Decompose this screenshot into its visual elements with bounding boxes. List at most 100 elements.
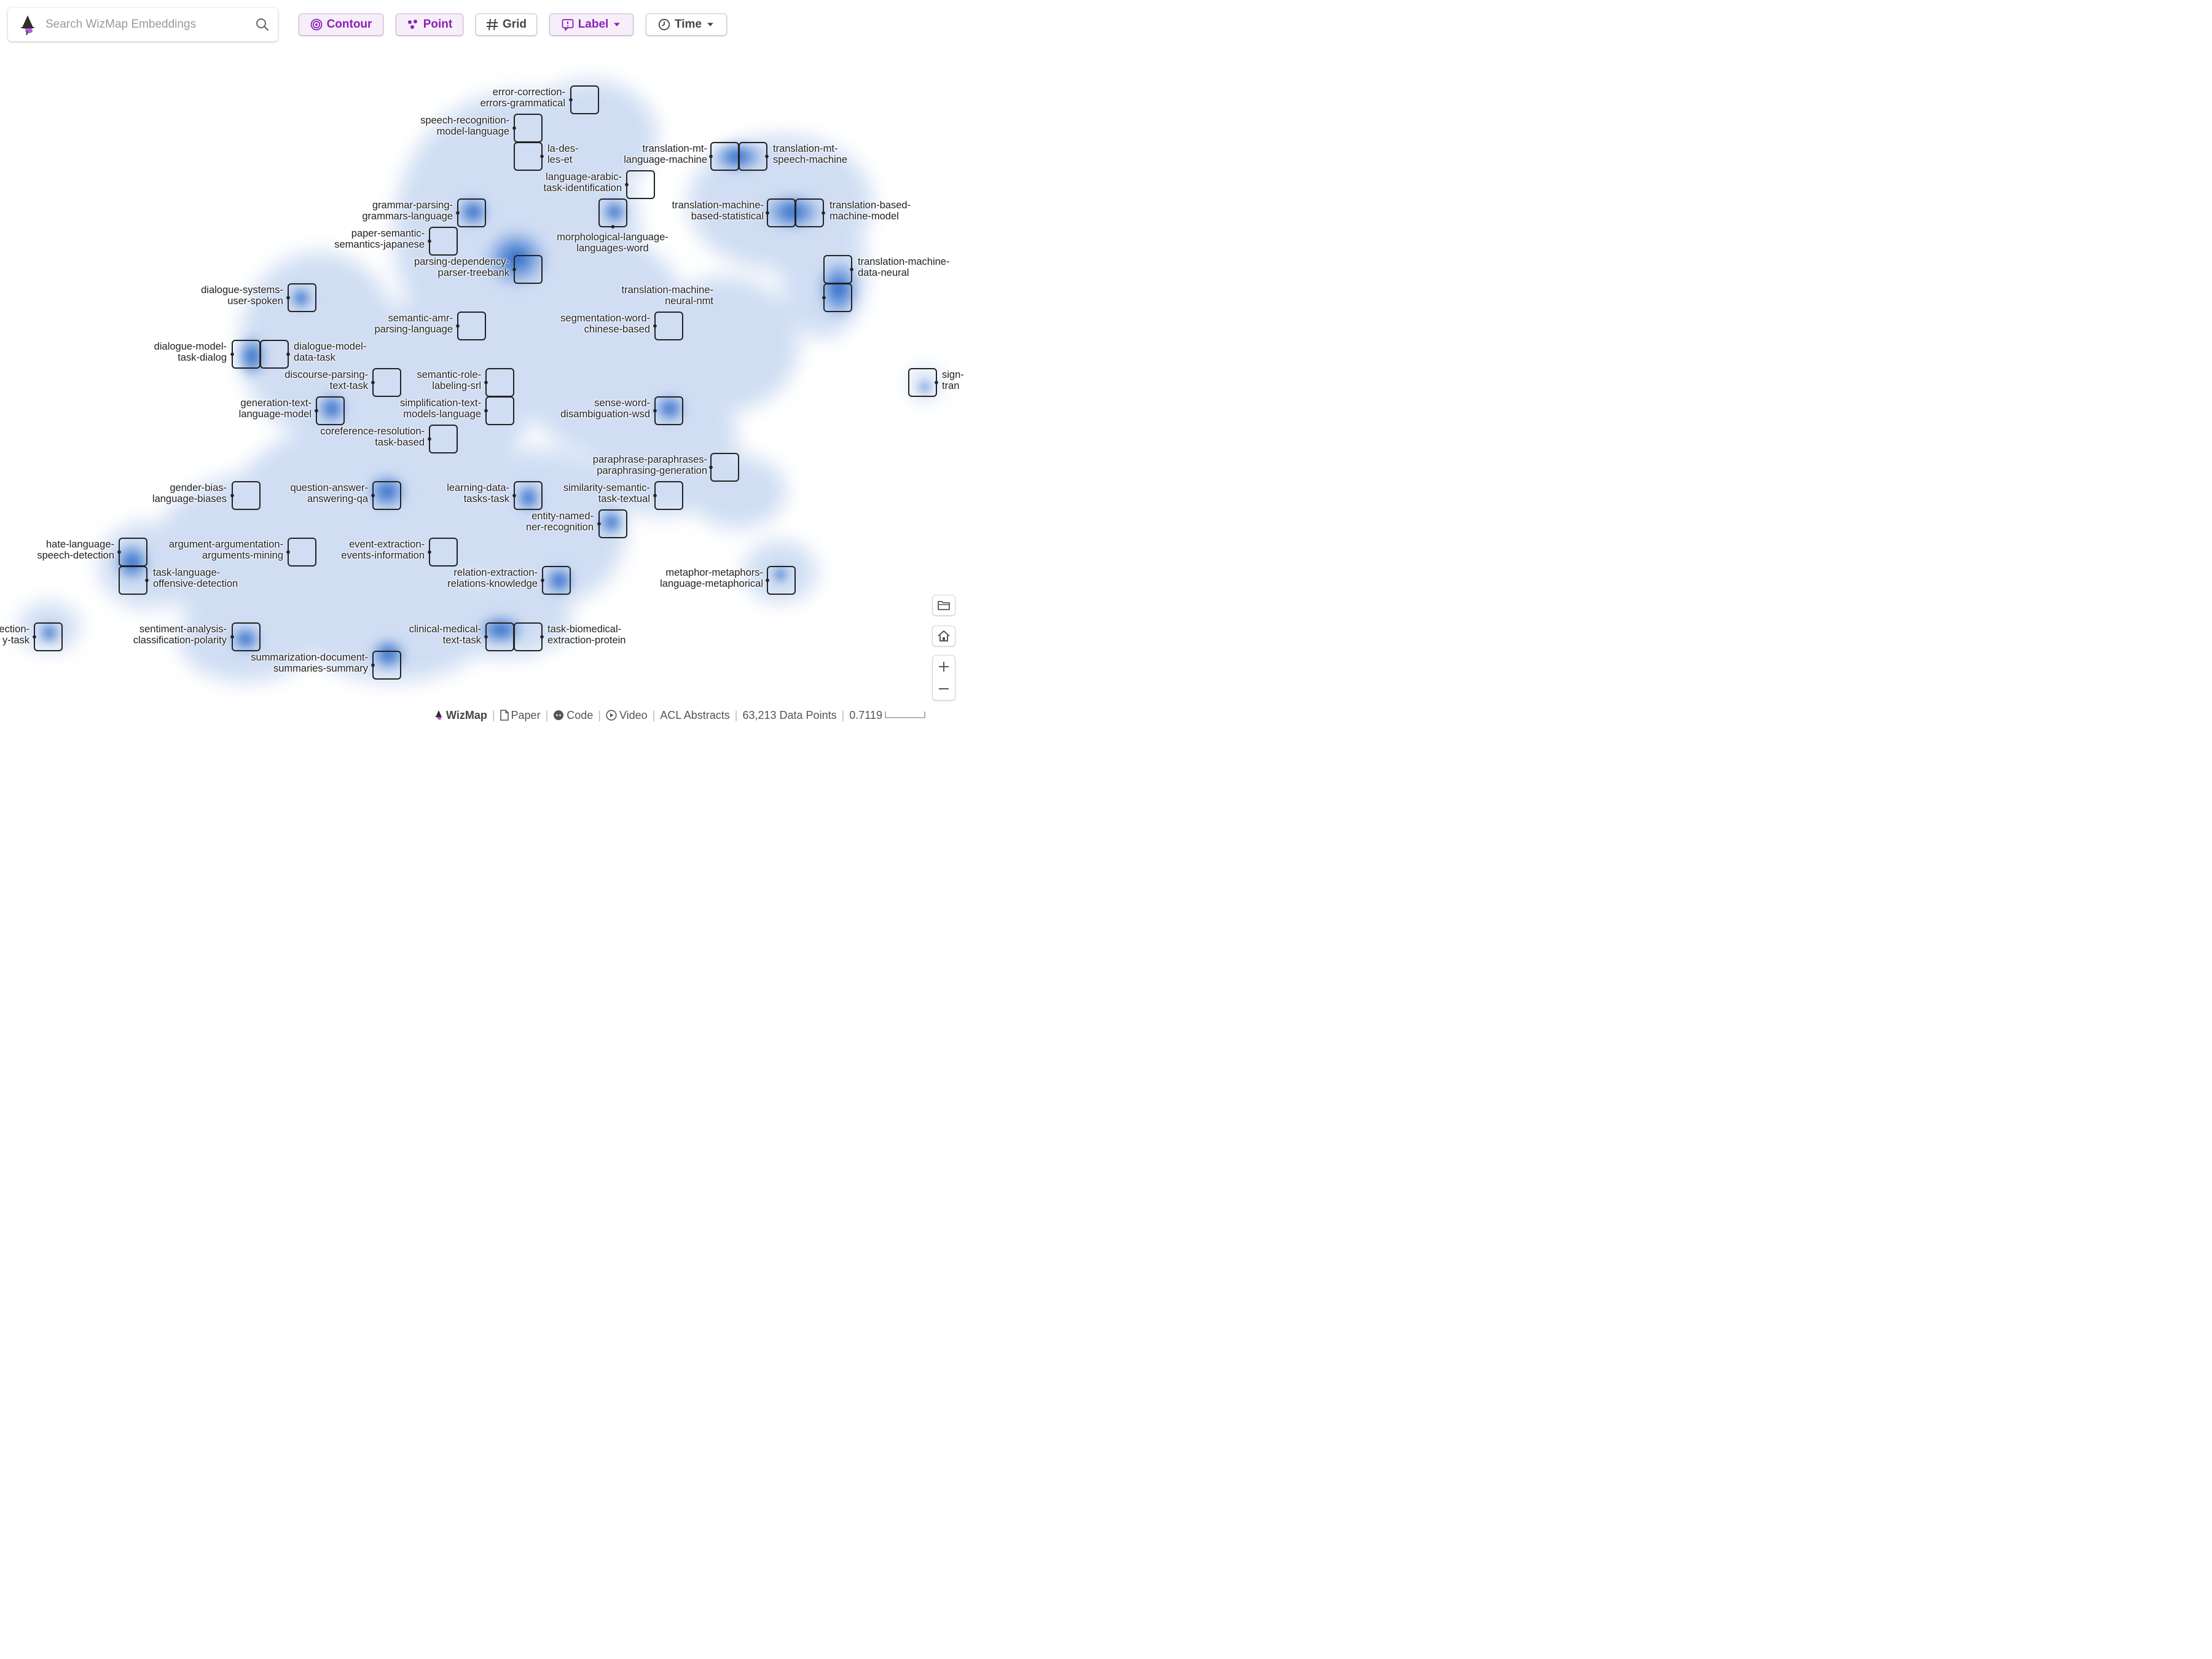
- label-anchor-dot: [230, 635, 234, 639]
- topic-label: segmentation-word-chinese-based: [560, 313, 650, 335]
- label-anchor-dot: [850, 267, 853, 272]
- label-anchor-dot: [935, 380, 938, 385]
- topic-label: argument-argumentation-arguments-mining: [168, 539, 283, 561]
- label-anchor-dot: [484, 380, 488, 385]
- grid-toggle-button[interactable]: Grid: [476, 14, 537, 36]
- point-icon: [407, 20, 417, 29]
- label-anchor-dot: [512, 126, 516, 130]
- zoom-out-button[interactable]: [933, 678, 955, 700]
- label-anchor-dot: [428, 239, 431, 243]
- label-anchor-dot: [709, 154, 713, 159]
- plus-icon: [939, 662, 949, 672]
- github-icon: [554, 710, 564, 720]
- folder-icon: [938, 601, 950, 610]
- topic-label: task-biomedical-extraction-protein: [547, 624, 626, 646]
- topic-label: metaphor-metaphors-language-metaphorical: [660, 567, 763, 589]
- topic-label: question-answer-answering-qa: [290, 482, 368, 504]
- topic-label: hate-language-speech-detection: [37, 539, 114, 561]
- data-point-count: 63,213 Data Points: [742, 708, 837, 721]
- label-anchor-dot: [766, 211, 769, 215]
- contour-icon: [310, 18, 322, 31]
- label-anchor-dot: [484, 635, 488, 639]
- topic-label: coreference-resolution-task-based: [320, 426, 425, 448]
- code-label: Code: [567, 708, 594, 721]
- topic-label: discourse-parsing-text-task: [284, 369, 368, 391]
- dataset-name: ACL Abstracts: [660, 708, 730, 721]
- separator: |: [734, 708, 738, 721]
- label-anchor-dot: [653, 493, 657, 498]
- paper-link[interactable]: Paper: [500, 709, 541, 722]
- label-anchor-dot: [33, 635, 36, 639]
- search-input[interactable]: [44, 17, 249, 32]
- label-anchor-dot: [286, 352, 290, 356]
- scale-bar: [885, 712, 925, 718]
- label-anchor-dot: [286, 550, 290, 554]
- topic-label: grammar-parsing-grammars-language: [362, 200, 453, 222]
- label-anchor-dot: [765, 154, 769, 159]
- search-bar: [8, 8, 278, 41]
- label-anchor-dot: [625, 182, 629, 187]
- chevron-down-icon: [614, 23, 621, 26]
- label-anchor-dot: [315, 409, 318, 413]
- paper-label: Paper: [511, 708, 541, 721]
- point-toggle-button[interactable]: Point: [396, 14, 463, 36]
- topic-label: relation-extraction-relations-knowledge: [447, 567, 538, 589]
- minus-icon: [939, 688, 949, 689]
- zoom-in-button[interactable]: [933, 656, 955, 678]
- play-circle-icon: [606, 710, 617, 721]
- grid-label: Grid: [502, 18, 527, 31]
- label-anchor-dot: [428, 550, 431, 554]
- grid-icon: [486, 18, 498, 31]
- topic-label: event-extraction-events-information: [341, 539, 425, 561]
- label-anchor-dot: [653, 409, 657, 413]
- code-link[interactable]: Code: [553, 709, 593, 722]
- label-anchor-dot: [540, 635, 544, 639]
- label-anchor-dot: [512, 267, 516, 272]
- topic-label: dialogue-model-data-task: [294, 341, 367, 363]
- density-hotspots: [37, 138, 932, 674]
- label-anchor-dot: [428, 437, 431, 441]
- label-anchor-dot: [611, 225, 615, 229]
- topic-label: translation-machine-neural-nmt: [621, 284, 713, 307]
- label-anchor-dot: [456, 211, 460, 215]
- separator: |: [598, 708, 601, 721]
- label-anchor-dot: [456, 324, 460, 328]
- video-label: Video: [619, 708, 648, 721]
- separator: |: [841, 708, 845, 721]
- search-icon[interactable]: [256, 18, 269, 31]
- wizmap-label: WizMap: [446, 708, 487, 721]
- topic-label: morphological-language-languages-word: [557, 232, 669, 254]
- label-anchor-dot: [371, 663, 375, 667]
- separator: |: [492, 708, 495, 721]
- label-tiles: [33, 85, 938, 680]
- topic-label: translation-machine-based-statistical: [672, 200, 764, 222]
- label-label: Label: [578, 18, 609, 31]
- embedding-map[interactable]: [0, 0, 963, 723]
- label-anchor-dot: [286, 296, 290, 300]
- topic-label: sign-tran: [942, 369, 964, 391]
- open-folder-button[interactable]: [932, 595, 955, 616]
- contour-toggle-button[interactable]: Contour: [299, 14, 383, 36]
- topic-label: entity-named-ner-recognition: [525, 511, 594, 533]
- label-anchor-dot: [597, 522, 601, 526]
- topic-label: sentiment-analysis-classification-polari…: [133, 624, 227, 646]
- label-toggle-button[interactable]: Label: [549, 14, 633, 36]
- time-toggle-button[interactable]: Time: [646, 14, 727, 36]
- label-anchor-dot: [541, 578, 544, 582]
- topic-label: gender-bias-language-biases: [152, 482, 227, 504]
- label-icon: [562, 19, 574, 31]
- label-anchor-dot: [822, 296, 826, 300]
- home-button[interactable]: [932, 626, 955, 646]
- topic-label: summarization-document-summaries-summary: [251, 652, 368, 674]
- video-link[interactable]: Video: [606, 709, 648, 722]
- topic-label: sense-word-disambiguation-wsd: [560, 398, 650, 420]
- time-label: Time: [674, 18, 702, 31]
- zoom-scale: 0.7119: [849, 708, 882, 721]
- topic-label: ection-y-task: [0, 624, 29, 646]
- wizmap-link[interactable]: WizMap: [434, 709, 487, 722]
- label-anchor-dot: [540, 154, 544, 159]
- topic-label: error-correction-errors-grammatical: [480, 87, 565, 109]
- topic-label: dialogue-systems-user-spoken: [201, 284, 283, 307]
- point-label: Point: [423, 18, 453, 31]
- topic-label: parsing-dependency-parser-treebank: [414, 256, 509, 278]
